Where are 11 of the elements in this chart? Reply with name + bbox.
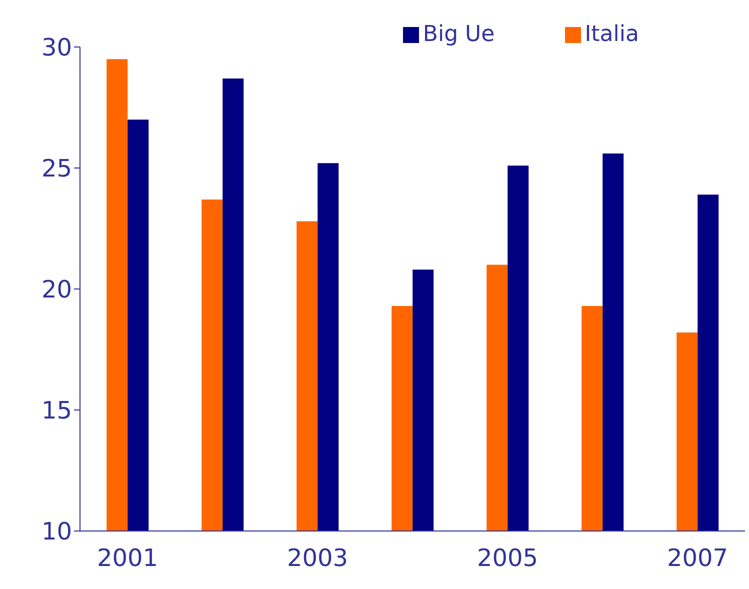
x-tick-label: 2005 — [476, 544, 538, 572]
y-tick-label: 15 — [41, 396, 72, 425]
y-tick-label: 25 — [41, 154, 72, 183]
x-tick-label: 2003 — [286, 544, 348, 572]
x-tick-label: 2001 — [96, 544, 158, 572]
y-tick-label: 10 — [41, 518, 72, 546]
x-tick-label: 2007 — [666, 544, 728, 572]
y-tick-label: 20 — [41, 276, 72, 304]
legend-label: Italia — [584, 22, 639, 47]
y-tick-label: 30 — [41, 34, 72, 62]
legend-label: Big Ue — [422, 22, 495, 47]
